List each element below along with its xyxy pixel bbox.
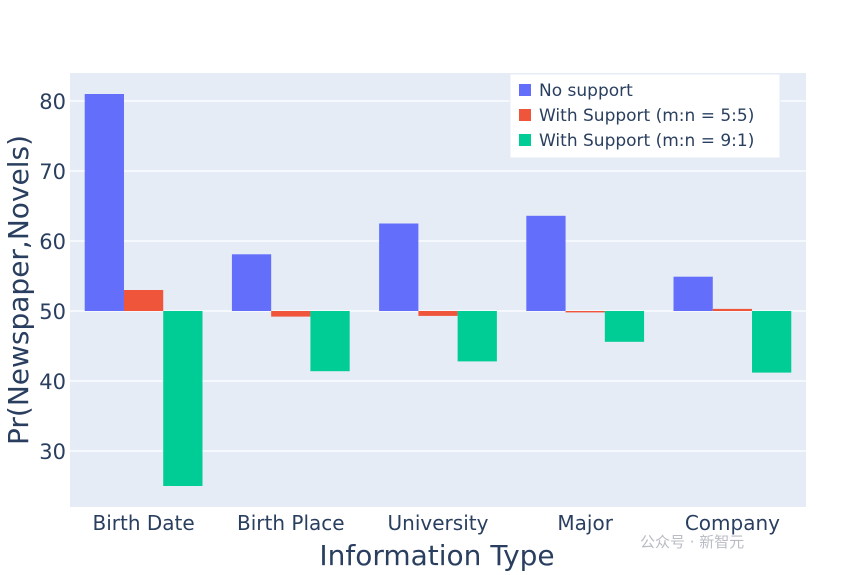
legend-swatch — [519, 134, 531, 146]
y-tick-label: 80 — [39, 90, 66, 114]
x-axis-title: Information Type — [319, 539, 554, 572]
x-tick-label: Birth Date — [93, 511, 195, 535]
legend: No support With Support (m:n = 5:5) With S… — [509, 73, 781, 159]
bar — [123, 290, 164, 311]
y-axis-title: Pr(Newspaper,Novels) — [2, 135, 35, 445]
y-tick-label: 60 — [39, 230, 66, 254]
y-tick-label: 70 — [39, 160, 66, 184]
watermark: 公众号 · 新智元 — [640, 533, 744, 551]
bar — [673, 276, 713, 311]
y-axis-ticks: 30 40 50 60 70 80 — [39, 90, 66, 464]
bar — [752, 311, 792, 373]
bar — [231, 254, 272, 311]
legend-label: No support — [539, 81, 633, 101]
x-tick-label: University — [388, 511, 489, 535]
legend-label: With Support (m:n = 9:1) — [539, 131, 754, 151]
bar — [163, 311, 203, 486]
bar — [526, 215, 566, 311]
bar — [418, 311, 458, 316]
bar — [457, 311, 497, 362]
bar — [565, 311, 605, 313]
legend-swatch — [519, 109, 531, 121]
bars — [84, 94, 792, 486]
bar — [271, 311, 311, 317]
legend-label: With Support (m:n = 5:5) — [539, 106, 754, 126]
bar — [604, 311, 645, 342]
y-tick-label: 30 — [39, 440, 66, 464]
x-tick-label: Company — [685, 511, 780, 535]
bar — [310, 311, 350, 372]
legend-box — [509, 73, 781, 159]
x-tick-label: Major — [557, 511, 613, 535]
x-tick-label: Birth Place — [237, 511, 345, 535]
legend-swatch — [519, 84, 531, 96]
x-axis-ticks: Birth Date Birth Place University Major Comp… — [93, 511, 781, 535]
bar — [712, 308, 753, 311]
bar — [84, 94, 124, 311]
y-tick-label: 40 — [39, 370, 66, 394]
bar — [379, 223, 419, 311]
y-tick-label: 50 — [39, 300, 66, 324]
